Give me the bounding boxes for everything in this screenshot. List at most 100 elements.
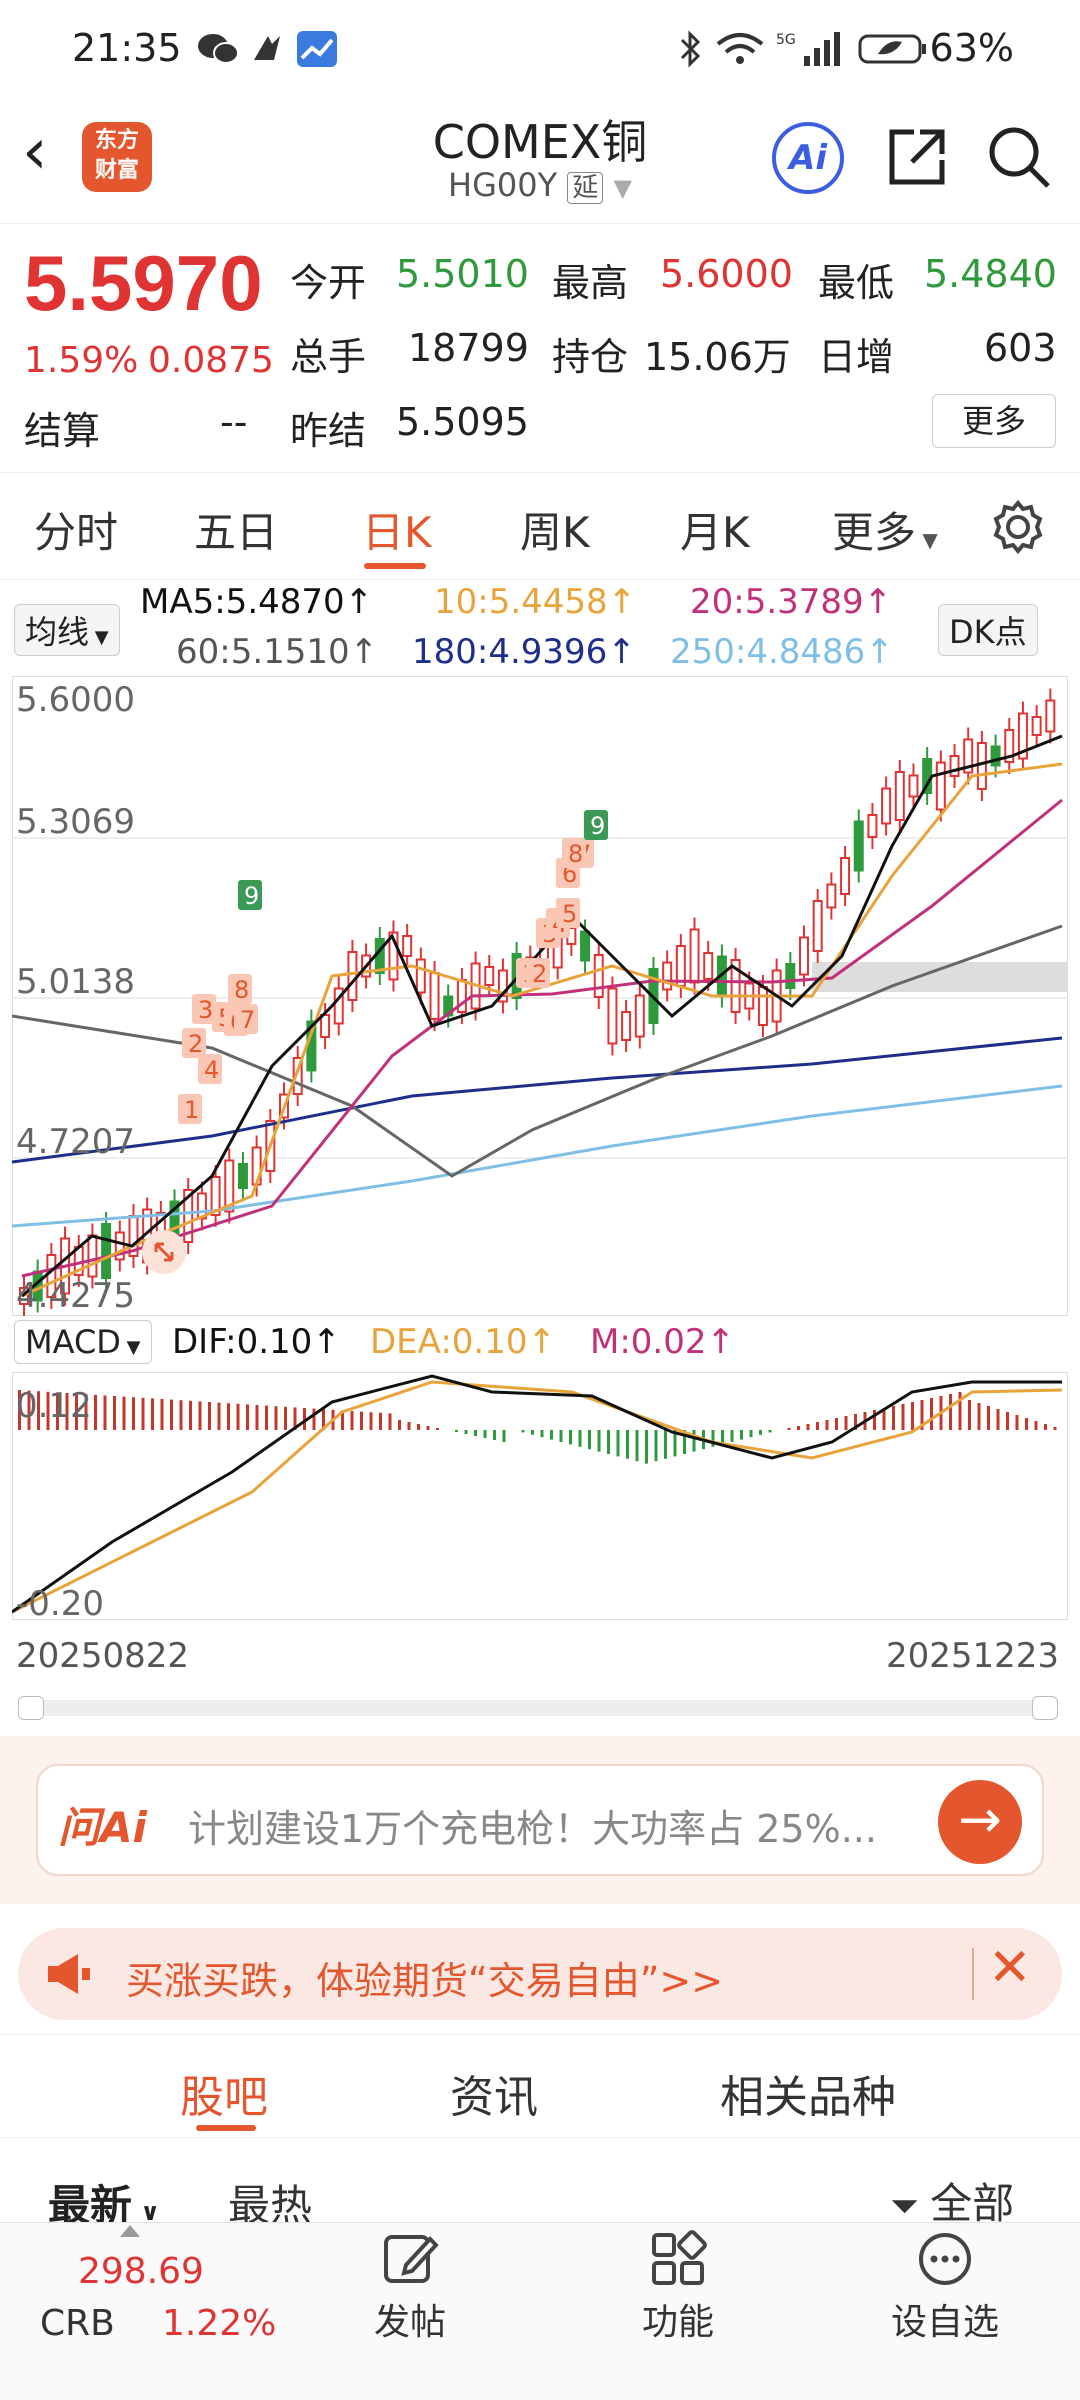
ma-selector[interactable]: 均线 ▼	[14, 604, 120, 656]
promo-banner[interactable]: 买涨买跌，体验期货“交易自由”>> ✕	[18, 1928, 1062, 2020]
macd-top-label: 0.12	[16, 1386, 92, 1426]
macd-bar	[170, 1399, 173, 1430]
sort-latest[interactable]: 最新 ∨	[48, 2172, 160, 2233]
y-axis-label: 5.6000	[16, 680, 135, 720]
macd-bar	[189, 1400, 192, 1430]
macd-bar	[255, 1405, 259, 1430]
tab-weekly-k[interactable]: 周K	[520, 508, 590, 557]
macd-bar	[217, 1402, 221, 1430]
back-button[interactable]: ‹	[22, 115, 48, 189]
ask-ai-bar[interactable]: 问Ai 计划建设1万个充电枪！大功率占 25%... →	[36, 1764, 1044, 1876]
macd-chart[interactable]	[12, 1372, 1068, 1620]
arrow-right-icon[interactable]: →	[938, 1780, 1022, 1864]
function-button[interactable]: 功能	[628, 2229, 728, 2389]
macd-bar	[920, 1400, 924, 1430]
candle	[114, 1231, 125, 1261]
tab-monthly-k[interactable]: 月K	[680, 508, 750, 557]
macd-bar	[911, 1402, 914, 1430]
ai-assistant-button[interactable]: Ai	[772, 122, 844, 194]
dk-point-button[interactable]: DK点	[938, 604, 1038, 656]
macd-selector[interactable]: MACD ▼	[14, 1320, 152, 1364]
candle	[894, 771, 905, 821]
status-time: 21:35	[72, 26, 182, 70]
macd-bar	[293, 1407, 297, 1430]
logo-text-2: 财富	[94, 158, 139, 183]
ma5-label: MA5:5.4870↑	[140, 582, 374, 622]
gear-icon[interactable]	[990, 499, 1046, 555]
ma60-line	[12, 924, 1063, 1178]
candle	[1045, 699, 1056, 733]
contract-code[interactable]: HG00Y 延 ▼	[340, 166, 740, 204]
caret-up-icon	[120, 2225, 140, 2237]
dea-label: DEA:0.10↑	[370, 1322, 556, 1362]
settle-label: 结算	[24, 409, 101, 453]
share-icon[interactable]	[884, 124, 950, 190]
high-value: 5.6000	[660, 252, 793, 296]
close-icon[interactable]: ✕	[988, 1938, 1032, 1998]
tab-five-day[interactable]: 五日	[194, 508, 279, 557]
td-mark: 2	[532, 960, 547, 988]
macd-bar	[360, 1411, 363, 1430]
battery-percent: 63%	[929, 26, 1014, 70]
macd-bar	[27, 1390, 31, 1430]
td-mark-bg	[526, 958, 550, 988]
macd-bar	[531, 1430, 534, 1435]
macd-bar	[1006, 1412, 1009, 1430]
bottom-nav: 298.69 CRB 1.22% 发帖 功能 设自选	[0, 2222, 1080, 2400]
scroll-handle-left[interactable]	[18, 1696, 44, 1720]
td-mark-bg	[234, 1004, 258, 1034]
candle	[867, 814, 878, 838]
candle	[292, 1057, 303, 1095]
tab-news[interactable]: 资讯	[450, 2072, 538, 2123]
macd-bar	[578, 1430, 582, 1447]
low-value: 5.4840	[924, 252, 1057, 296]
macd-bar	[844, 1416, 848, 1430]
td-mark: 8	[234, 976, 249, 1004]
macd-bar	[379, 1412, 382, 1430]
tab-guba[interactable]: 股吧	[180, 2072, 268, 2123]
scroll-handle-right[interactable]	[1032, 1696, 1058, 1720]
macd-bar	[996, 1409, 1000, 1430]
macd-bar	[350, 1411, 354, 1430]
daily-inc-value: 603	[984, 326, 1057, 370]
dea-line	[12, 1380, 1063, 1614]
tab-related[interactable]: 相关品种	[720, 2072, 896, 2123]
search-icon[interactable]	[986, 124, 1052, 190]
td-mark: 1	[184, 1096, 199, 1124]
macd-bar	[569, 1430, 572, 1445]
macd-bar	[94, 1394, 97, 1430]
ma60-label: 60:5.1510↑	[176, 632, 379, 672]
crb-value[interactable]: 298.69	[78, 2251, 204, 2292]
candle	[1031, 716, 1042, 736]
wechat-icon	[198, 34, 239, 64]
candle	[990, 745, 1001, 767]
candle	[607, 987, 618, 1045]
macd-bar	[806, 1424, 810, 1430]
tab-more[interactable]: 更多 ▼	[832, 499, 938, 560]
macd-bar	[1025, 1418, 1028, 1430]
macd-bar	[103, 1395, 107, 1430]
kline-chart[interactable]: 123456789123456789	[12, 676, 1068, 1316]
macd-bar	[607, 1430, 610, 1454]
macd-bar	[797, 1426, 800, 1430]
more-quote-button[interactable]: 更多	[932, 394, 1056, 448]
signal-icon: 5G	[776, 32, 840, 66]
tab-daily-k[interactable]: 日K	[362, 508, 432, 557]
macd-bar	[179, 1400, 183, 1430]
macd-bar	[930, 1398, 933, 1430]
chevron-down-icon: ∨	[132, 2198, 160, 2226]
active-tab-indicator	[364, 563, 426, 569]
macd-bar	[892, 1406, 895, 1430]
open-label: 今开	[290, 261, 367, 305]
filter-button[interactable]: ⏷ 全部	[890, 2170, 1014, 2231]
chart-scrollbar[interactable]	[18, 1696, 1058, 1720]
sort-hot[interactable]: 最热	[228, 2181, 313, 2230]
td-mark-bg	[238, 880, 262, 910]
ask-ai-text: 计划建设1万个充电枪！大功率占 25%...	[188, 1807, 877, 1851]
post-button[interactable]: 发帖	[360, 2229, 460, 2389]
tab-intraday[interactable]: 分时	[34, 508, 119, 557]
function-label: 功能	[641, 2302, 714, 2343]
candle	[963, 738, 974, 774]
add-watchlist-button[interactable]: 设自选	[880, 2229, 1010, 2389]
macd-bar	[1034, 1421, 1038, 1430]
